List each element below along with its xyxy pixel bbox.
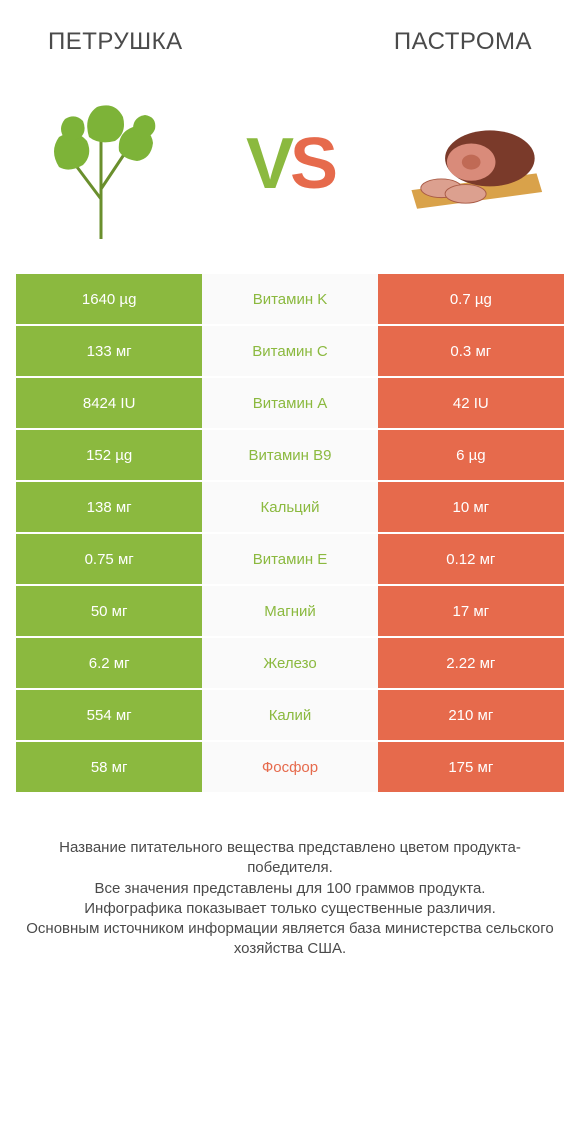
left-value-cell: 1640 µg xyxy=(16,274,202,324)
right-value-cell: 0.12 мг xyxy=(378,534,564,584)
left-value-cell: 138 мг xyxy=(16,482,202,532)
table-row: 138 мгКальций10 мг xyxy=(16,482,564,532)
nutrient-name-cell: Фосфор xyxy=(202,742,377,792)
footer-line: Название питательного вещества представл… xyxy=(24,838,556,879)
nutrient-name-cell: Кальций xyxy=(202,482,377,532)
table-row: 133 мгВитамин C0.3 мг xyxy=(16,326,564,376)
vs-section: VS xyxy=(0,64,580,274)
left-product-title: ПЕТРУШКА xyxy=(48,28,183,56)
right-value-cell: 10 мг xyxy=(378,482,564,532)
footer-line: Инфографика показывает только существенн… xyxy=(24,899,556,919)
table-row: 0.75 мгВитамин E0.12 мг xyxy=(16,534,564,584)
nutrient-table: 1640 µgВитамин K0.7 µg133 мгВитамин C0.3… xyxy=(0,274,580,792)
nutrient-name-cell: Витамин B9 xyxy=(202,430,377,480)
nutrient-name-cell: Железо xyxy=(202,638,377,688)
table-row: 58 мгФосфор175 мг xyxy=(16,742,564,792)
table-row: 554 мгКалий210 мг xyxy=(16,690,564,740)
right-value-cell: 0.7 µg xyxy=(378,274,564,324)
left-value-cell: 133 мг xyxy=(16,326,202,376)
left-value-cell: 554 мг xyxy=(16,690,202,740)
table-row: 8424 IUВитамин A42 IU xyxy=(16,378,564,428)
left-value-cell: 58 мг xyxy=(16,742,202,792)
table-row: 152 µgВитамин B96 µg xyxy=(16,430,564,480)
nutrient-name-cell: Витамин E xyxy=(202,534,377,584)
parsley-illustration xyxy=(36,94,176,234)
nutrient-name-cell: Витамин C xyxy=(202,326,377,376)
nutrient-name-cell: Витамин A xyxy=(202,378,377,428)
right-value-cell: 17 мг xyxy=(378,586,564,636)
table-row: 1640 µgВитамин K0.7 µg xyxy=(16,274,564,324)
right-value-cell: 42 IU xyxy=(378,378,564,428)
right-value-cell: 175 мг xyxy=(378,742,564,792)
right-product-title: ПАСТРОМА xyxy=(394,28,532,56)
nutrient-name-cell: Витамин K xyxy=(202,274,377,324)
right-value-cell: 210 мг xyxy=(378,690,564,740)
right-value-cell: 2.22 мг xyxy=(378,638,564,688)
left-value-cell: 152 µg xyxy=(16,430,202,480)
header: ПЕТРУШКА ПАСТРОМА xyxy=(0,0,580,64)
vs-s-letter: S xyxy=(290,124,334,204)
table-row: 50 мгМагний17 мг xyxy=(16,586,564,636)
nutrient-name-cell: Калий xyxy=(202,690,377,740)
right-value-cell: 0.3 мг xyxy=(378,326,564,376)
footer-notes: Название питательного вещества представл… xyxy=(0,794,580,960)
nutrient-name-cell: Магний xyxy=(202,586,377,636)
left-value-cell: 50 мг xyxy=(16,586,202,636)
right-value-cell: 6 µg xyxy=(378,430,564,480)
vs-label: VS xyxy=(246,128,334,200)
footer-line: Основным источником информации является … xyxy=(24,919,556,960)
left-value-cell: 6.2 мг xyxy=(16,638,202,688)
left-value-cell: 0.75 мг xyxy=(16,534,202,584)
left-value-cell: 8424 IU xyxy=(16,378,202,428)
footer-line: Все значения представлены для 100 граммо… xyxy=(24,879,556,899)
pastrami-illustration xyxy=(404,94,544,234)
vs-v-letter: V xyxy=(246,124,290,204)
table-row: 6.2 мгЖелезо2.22 мг xyxy=(16,638,564,688)
